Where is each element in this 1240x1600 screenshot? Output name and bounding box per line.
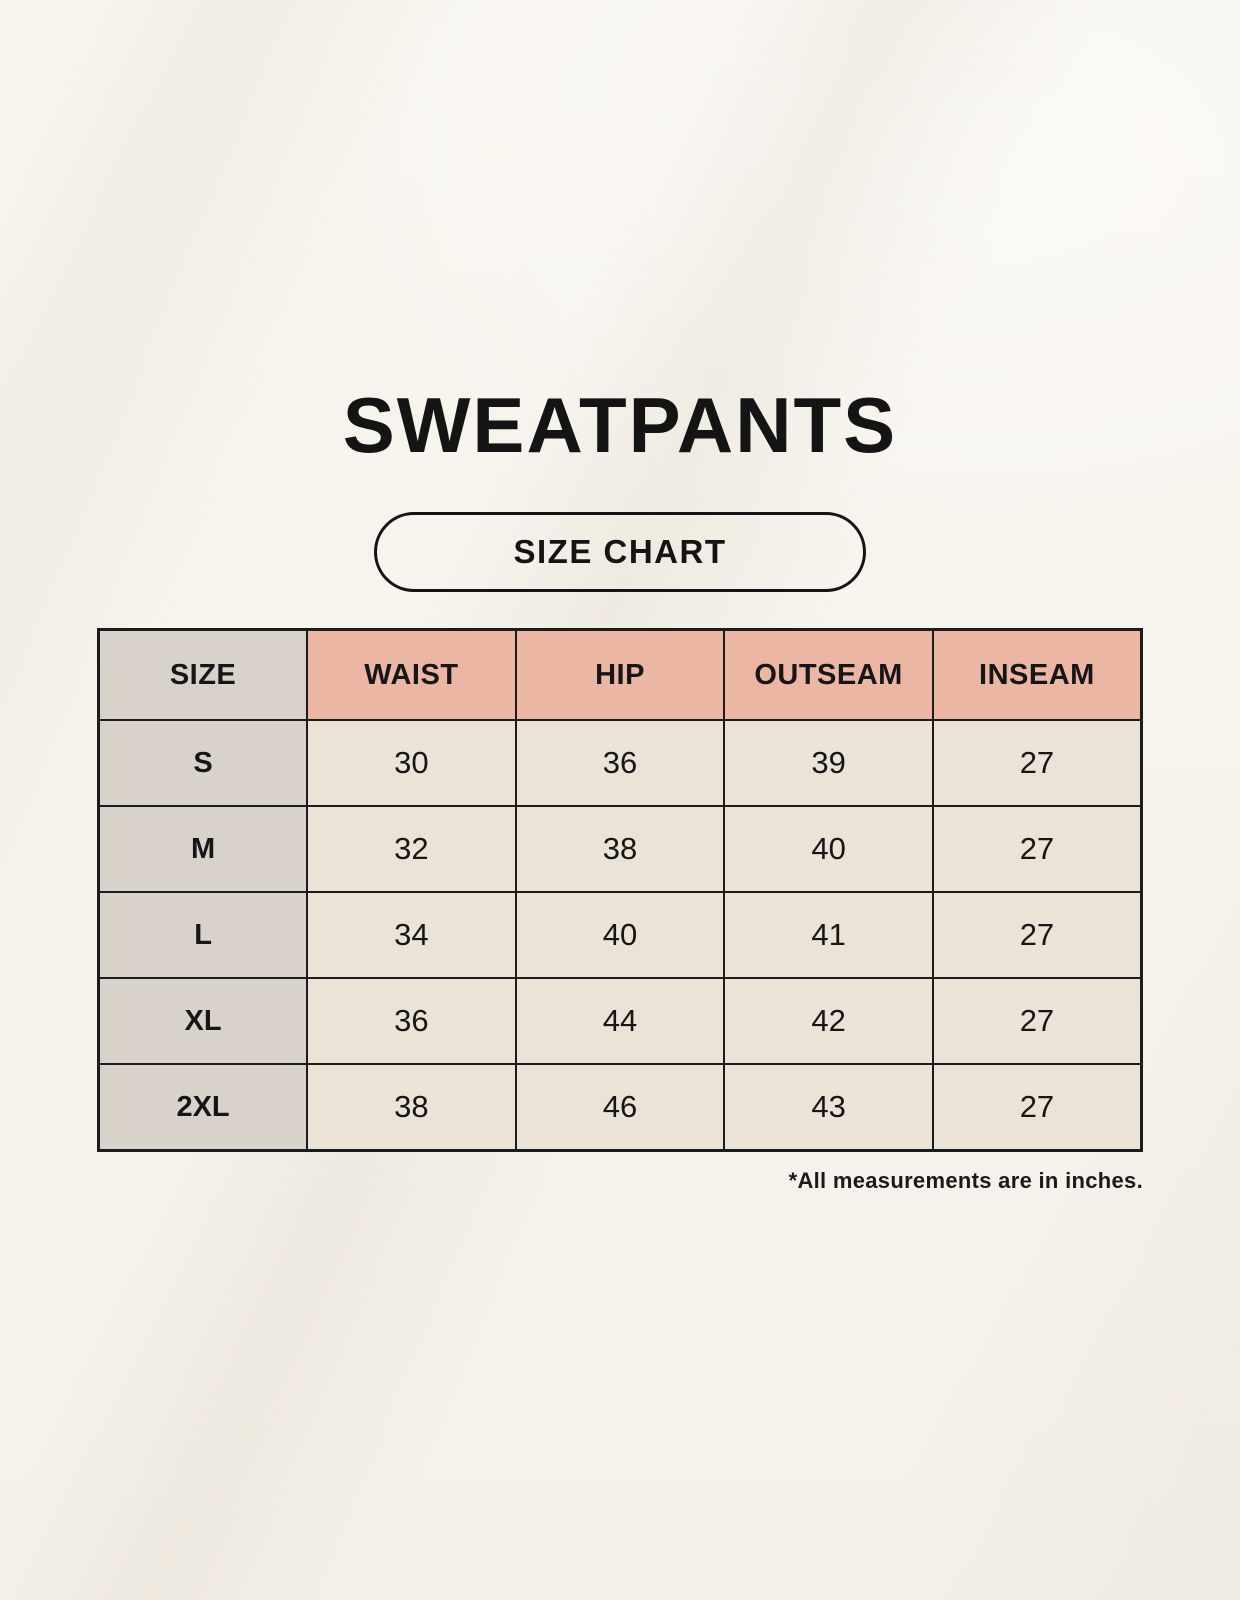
size-chart-badge: SIZE CHART [374,512,866,592]
table-row: L 34 40 41 27 [97,891,1143,979]
hip-cell: 44 [514,977,726,1065]
table-row: XL 36 44 42 27 [97,977,1143,1065]
table-header: SIZE WAIST HIP OUTSEAM INSEAM [97,628,1143,721]
measurements-footnote: *All measurements are in inches. [788,1168,1143,1193]
header-cell-waist: WAIST [306,628,517,721]
waist-cell: 30 [306,719,517,807]
size-cell: 2XL [97,1063,309,1152]
table-row: 2XL 38 46 43 27 [97,1063,1143,1152]
size-chart-table: SIZE WAIST HIP OUTSEAM INSEAM S 30 36 39… [97,628,1143,1152]
table-row: M 32 38 40 27 [97,805,1143,893]
outseam-cell: 39 [723,719,934,807]
inseam-cell: 27 [931,719,1143,807]
hip-cell: 46 [514,1063,726,1152]
header-cell-size: SIZE [97,628,309,721]
header-cell-inseam: INSEAM [931,628,1143,721]
outseam-cell: 42 [723,977,934,1065]
waist-cell: 36 [306,977,517,1065]
inseam-cell: 27 [931,1063,1143,1152]
header-row: SIZE WAIST HIP OUTSEAM INSEAM [97,628,1143,721]
waist-cell: 34 [306,891,517,979]
inseam-cell: 27 [931,891,1143,979]
size-cell: L [97,891,309,979]
size-cell: S [97,719,309,807]
hip-cell: 38 [514,805,726,893]
table-row: S 30 36 39 27 [97,719,1143,807]
waist-cell: 32 [306,805,517,893]
size-cell: M [97,805,309,893]
page-title: SWEATPANTS [342,381,898,469]
inseam-cell: 27 [931,977,1143,1065]
header-cell-hip: HIP [514,628,726,721]
size-chart-badge-label: SIZE CHART [513,533,727,570]
inseam-cell: 27 [931,805,1143,893]
outseam-cell: 40 [723,805,934,893]
hip-cell: 40 [514,891,726,979]
outseam-cell: 41 [723,891,934,979]
table-body: S 30 36 39 27 M 32 38 40 27 L 34 40 41 2… [97,719,1143,1152]
size-cell: XL [97,977,309,1065]
hip-cell: 36 [514,719,726,807]
badge-row: SIZE CHART [0,512,1240,592]
waist-cell: 38 [306,1063,517,1152]
outseam-cell: 43 [723,1063,934,1152]
header-cell-outseam: OUTSEAM [723,628,934,721]
